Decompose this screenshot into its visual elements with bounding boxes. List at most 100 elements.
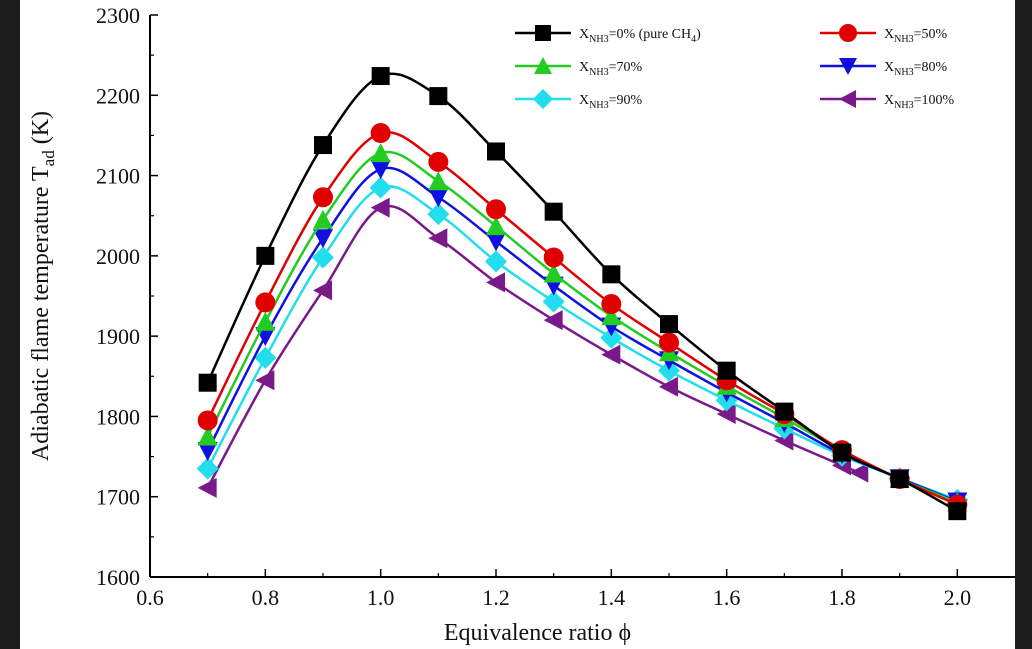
data-point (948, 502, 967, 521)
data-point (255, 292, 276, 313)
legend-label: XNH3=50% (884, 27, 947, 45)
series-layer (196, 67, 969, 521)
x-tick-label: 1.8 (828, 585, 856, 610)
data-point (313, 229, 333, 249)
data-point (839, 24, 857, 42)
data-point (371, 67, 390, 86)
data-point (197, 410, 218, 431)
x-tick-label: 1.2 (482, 585, 510, 610)
data-point (601, 306, 622, 326)
data-point (601, 344, 621, 365)
data-point (543, 310, 563, 331)
data-point (312, 246, 334, 269)
data-point (535, 25, 551, 41)
data-point (487, 142, 505, 161)
data-point (370, 143, 391, 163)
data-point (659, 376, 678, 397)
data-point (839, 90, 856, 108)
legend-item-0: XNH3=0% (pure CH4) (515, 25, 701, 45)
x-tick-label: 1.6 (713, 585, 741, 610)
series-line (206, 204, 860, 489)
data-point (428, 228, 448, 249)
axes-layer: 0.6 0.8 1.0 1.2 1.4 1.6 1.8 2.0 1600 1700 1800 1900… (28, 3, 1015, 646)
data-point (197, 477, 217, 498)
data-point (890, 470, 909, 489)
figure-background (20, 0, 1015, 649)
data-point (659, 332, 679, 353)
data-point (658, 359, 680, 382)
data-point (486, 216, 506, 236)
data-point (717, 361, 736, 380)
x-tick-label: 0.8 (252, 585, 280, 610)
data-point (428, 188, 449, 208)
data-point (774, 430, 794, 451)
y-tick-label: 1800 (96, 404, 140, 429)
data-point (313, 280, 332, 301)
data-point (370, 123, 391, 144)
data-point (370, 197, 390, 218)
data-point (428, 151, 449, 172)
data-point (256, 246, 275, 265)
data-point (313, 209, 333, 229)
legend-item-3: XNH3=80% (820, 58, 947, 78)
x-tick-label: 1.0 (367, 585, 395, 610)
data-point (486, 232, 506, 252)
data-point (602, 265, 621, 284)
y-axis-title: Adiabatic flame temperature Tad (K) (28, 111, 58, 461)
legend-item-2: XNH3=70% (515, 57, 642, 78)
data-point (313, 187, 333, 208)
data-point (427, 203, 450, 226)
legend-item-5: XNH3=100% (820, 90, 954, 111)
legend-label: XNH3=90% (579, 93, 642, 111)
legend-label: XNH3=70% (579, 60, 642, 78)
x-axis-title: Equivalence ratio ϕ (444, 620, 631, 646)
data-point (486, 199, 506, 220)
y-tick-label: 2100 (96, 164, 140, 189)
y-tick-label: 1900 (96, 324, 140, 349)
data-point (197, 441, 218, 461)
data-point (849, 462, 869, 483)
y-tick-label: 1600 (96, 565, 140, 590)
data-point (485, 250, 507, 273)
data-point (775, 402, 794, 421)
y-tick-label: 2000 (96, 244, 140, 269)
series-4 (196, 176, 969, 511)
series-0 (198, 67, 967, 521)
legend: XNH3=0% (pure CH4) XNH3=50% XNH3=70% XNH3=8… (515, 24, 954, 111)
data-point (544, 202, 563, 221)
data-point (254, 346, 277, 369)
data-point (833, 443, 851, 462)
data-point (534, 57, 552, 74)
data-point (542, 290, 565, 313)
data-point (255, 370, 275, 391)
data-point (601, 294, 622, 315)
data-point (533, 89, 553, 109)
y-tick-label: 2300 (96, 3, 140, 28)
y-tick-label: 2200 (96, 83, 140, 108)
legend-label: XNH3=0% (pure CH4) (579, 27, 701, 45)
data-point (716, 404, 736, 425)
data-point (839, 58, 857, 75)
data-point (543, 263, 564, 283)
legend-item-1: XNH3=50% (820, 24, 947, 45)
data-point (198, 373, 217, 392)
data-point (369, 176, 392, 199)
data-point (370, 160, 391, 180)
legend-label: XNH3=80% (884, 60, 947, 78)
legend-item-4: XNH3=90% (515, 89, 642, 111)
data-point (196, 457, 219, 480)
y-tick-label: 1700 (96, 485, 140, 510)
series-5 (197, 197, 869, 498)
legend-label: XNH3=100% (884, 93, 954, 111)
data-point (197, 426, 218, 446)
data-point (600, 326, 623, 349)
data-point (255, 311, 276, 331)
x-tick-label: 2.0 (944, 585, 972, 610)
data-point (543, 247, 564, 268)
data-point (660, 315, 678, 334)
x-tick-label: 0.6 (136, 585, 164, 610)
x-tick-label: 1.4 (598, 585, 626, 610)
data-point (314, 136, 332, 155)
